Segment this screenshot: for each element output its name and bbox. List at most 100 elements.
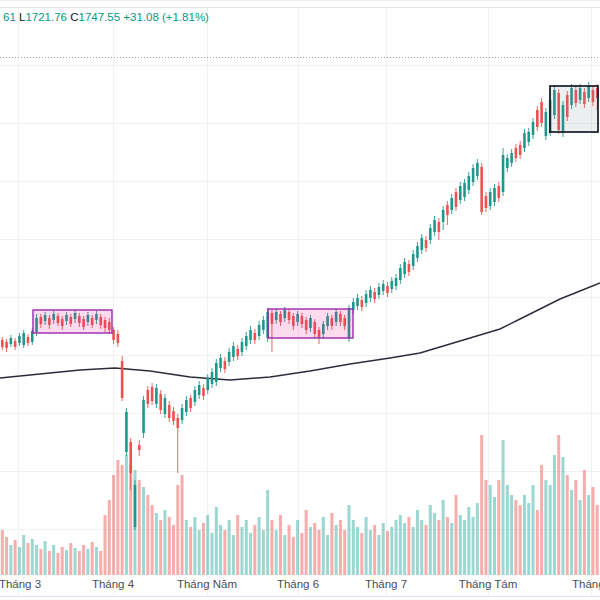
- volume-bar: [236, 515, 239, 575]
- volume-bar: [472, 517, 475, 575]
- volume-bar: [258, 517, 261, 575]
- volume-bar: [14, 540, 17, 575]
- price-chart-pane[interactable]: 61 L1721.76 C1747.55 +31.08 (+1.81%) Thá…: [0, 0, 600, 600]
- candle-body: [241, 342, 244, 352]
- volume-bar: [561, 457, 564, 575]
- candle-body: [198, 385, 201, 395]
- volume-bar: [1, 530, 4, 575]
- candle-body: [206, 378, 209, 390]
- candle-body: [232, 346, 235, 357]
- volume-bar: [386, 531, 389, 575]
- candle-body: [472, 168, 475, 182]
- candle-body: [129, 442, 132, 473]
- drawing-rectangle-zone[interactable]: [33, 310, 112, 333]
- candle-body: [189, 398, 192, 408]
- candle-body: [515, 148, 518, 158]
- volume-bar: [326, 535, 329, 575]
- candle-body: [142, 400, 145, 433]
- volume-bar: [279, 515, 282, 575]
- volume-bar: [108, 500, 111, 575]
- volume-bar: [219, 525, 222, 575]
- candle-body: [433, 220, 436, 232]
- candle-body: [172, 411, 175, 421]
- candle-body: [527, 132, 530, 142]
- volume-bar: [377, 535, 380, 575]
- volume-bar: [480, 435, 483, 575]
- volume-bar: [189, 527, 192, 575]
- volume-bar: [425, 525, 428, 575]
- candle-body: [219, 358, 222, 368]
- volume-bar: [232, 535, 235, 575]
- volume-bar: [493, 497, 496, 575]
- volume-bar: [536, 510, 539, 575]
- volume-bar: [450, 523, 453, 575]
- volume-bar: [347, 505, 350, 575]
- volume-bar: [35, 545, 38, 575]
- volume-bar: [283, 535, 286, 575]
- candle-body: [249, 330, 252, 340]
- volume-bar: [5, 537, 8, 575]
- candle-body: [489, 192, 492, 206]
- volume-bar: [566, 475, 569, 575]
- volume-bar: [395, 520, 398, 575]
- volume-bar: [591, 487, 594, 575]
- volume-bar: [587, 495, 590, 575]
- volume-bar: [484, 480, 487, 575]
- candle-body: [185, 400, 188, 412]
- volume-bar: [44, 541, 47, 575]
- candle-body: [194, 390, 197, 402]
- volume-bar: [56, 553, 59, 575]
- volume-bar: [142, 487, 145, 575]
- candle-body: [27, 337, 30, 343]
- volume-bar: [185, 520, 188, 575]
- candle-body: [502, 155, 505, 192]
- candle-body: [485, 196, 488, 208]
- candlestick-chart[interactable]: [0, 0, 600, 600]
- volume-bar: [151, 505, 154, 575]
- candle-body: [138, 445, 141, 450]
- volume-bar: [163, 510, 166, 575]
- volume-bar: [300, 533, 303, 575]
- x-axis-month-label: Tháng Tám: [459, 578, 518, 590]
- candle-body: [168, 405, 171, 418]
- candle-body: [236, 349, 239, 356]
- legend-close-label: C: [70, 11, 78, 23]
- x-axis-month-label: Tháng 7: [365, 578, 407, 590]
- volume-bar: [373, 525, 376, 575]
- candle-body: [382, 284, 385, 291]
- volume-bar: [138, 480, 141, 575]
- candle-body: [164, 398, 167, 414]
- candle-body: [151, 387, 154, 401]
- volume-bar: [262, 530, 265, 575]
- volume-bar: [104, 515, 107, 575]
- candle-body: [14, 341, 17, 347]
- time-axis[interactable]: Tháng 3Tháng 4Tháng NămTháng 6Tháng 7Thá…: [0, 578, 600, 594]
- candle-body: [365, 294, 368, 303]
- volume-bar: [159, 520, 162, 575]
- volume-bar: [270, 520, 273, 575]
- candle-body: [10, 338, 13, 344]
- volume-bar: [202, 523, 205, 575]
- volume-bar: [266, 490, 269, 575]
- candle-body: [5, 342, 8, 348]
- volume-bar: [48, 551, 51, 575]
- volume-bar: [570, 490, 573, 575]
- candle-body: [493, 188, 496, 202]
- volume-bar: [31, 539, 34, 575]
- volume-bar: [420, 520, 423, 575]
- volume-bar: [442, 500, 445, 575]
- volume-bar: [223, 530, 226, 575]
- volume-bar: [519, 505, 522, 575]
- volume-bar: [502, 440, 505, 575]
- drawing-rectangle-zone[interactable]: [550, 86, 598, 132]
- drawing-rectangle-zone[interactable]: [268, 309, 353, 338]
- volume-bar: [253, 525, 256, 575]
- volume-bar: [313, 523, 316, 575]
- candle-body: [202, 388, 205, 396]
- volume-bar: [240, 527, 243, 575]
- volume-bar: [305, 510, 308, 575]
- candle-body: [450, 198, 453, 210]
- candle-body: [125, 412, 128, 452]
- volume-bar: [249, 533, 252, 575]
- volume-bar: [112, 475, 115, 575]
